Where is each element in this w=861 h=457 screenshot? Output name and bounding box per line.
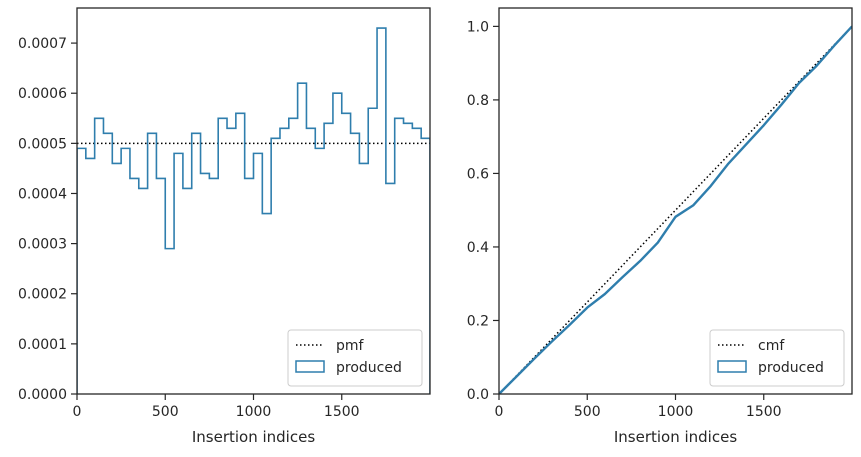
- plot-frame: [498, 7, 853, 395]
- plot-area: [499, 25, 852, 394]
- y-tick-label: 1.0: [467, 19, 489, 35]
- y-tick-label: 0.0007: [18, 36, 67, 52]
- x-tick-label: 1500: [746, 404, 782, 420]
- y-tick-label: 0.2: [467, 313, 489, 329]
- y-tick-label: 0.0004: [18, 186, 67, 202]
- x-tick-label: 1000: [236, 404, 272, 420]
- produced-cumulative-line: [499, 25, 852, 394]
- y-tick-label: 0.4: [467, 240, 489, 256]
- legend-label: cmf: [758, 338, 785, 354]
- legend-box-swatch: [295, 360, 325, 373]
- y-tick-label: 0.0005: [18, 136, 67, 152]
- x-tick-label: 500: [574, 404, 601, 420]
- y-tick-label: 0.0: [467, 387, 489, 403]
- y-tick-label: 0.0003: [18, 237, 67, 253]
- x-tick-label: 0: [73, 404, 82, 420]
- legend-box-swatch: [717, 360, 747, 373]
- x-tick-label: 500: [152, 404, 179, 420]
- produced-histogram: [77, 27, 430, 394]
- legend-label: produced: [336, 360, 402, 376]
- y-tick-label: 0.0001: [18, 337, 67, 353]
- x-tick-label: 1500: [324, 404, 360, 420]
- x-tick-label: 0: [495, 404, 504, 420]
- y-tick-label: 0.0002: [18, 287, 67, 303]
- x-axis-label: Insertion indices: [614, 428, 737, 446]
- legend-label: produced: [758, 360, 824, 376]
- y-tick-label: 0.0006: [18, 86, 67, 102]
- cmf-line: [499, 25, 852, 394]
- x-axis-label: Insertion indices: [192, 428, 315, 446]
- y-tick-label: 0.8: [467, 93, 489, 109]
- legend-label: pmf: [336, 338, 365, 354]
- plot-frame: [76, 7, 431, 395]
- y-tick-label: 0.6: [467, 166, 489, 182]
- y-tick-label: 0.0000: [18, 387, 67, 403]
- plot-area: [77, 27, 430, 394]
- x-tick-label: 1000: [658, 404, 694, 420]
